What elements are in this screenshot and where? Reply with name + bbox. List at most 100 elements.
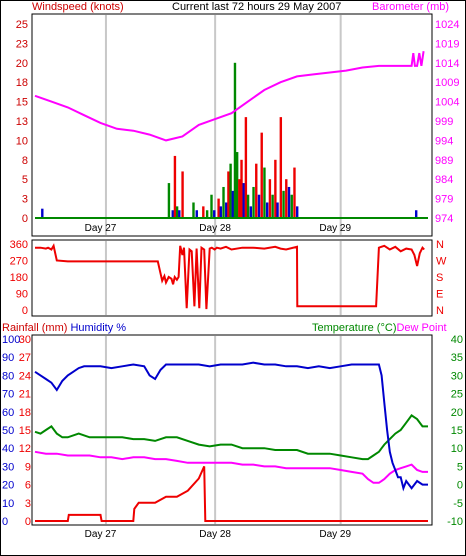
rain-tick-7: 9 <box>25 461 31 473</box>
direction-degree-ticks: 360 270 180 90 0 <box>10 239 28 317</box>
temperature-tick-10: -10 <box>447 516 463 528</box>
temperature-tick-8: 0 <box>457 480 463 492</box>
humidity-tick-6: 40 <box>2 443 14 455</box>
windspeed-tick-10: 10 <box>16 135 28 147</box>
wind-direction-line <box>35 243 425 310</box>
wind-bar-20 <box>233 62 237 218</box>
humidity-tick-1: 90 <box>2 352 14 364</box>
temperature-tick-7: 5 <box>457 461 463 473</box>
humidity-tick-2: 80 <box>2 370 14 382</box>
wind-bar-30 <box>257 194 261 218</box>
dir-compass-tick-1: W <box>436 256 447 268</box>
temperature-tick-3: 25 <box>451 389 463 401</box>
wind-bar-35 <box>271 194 274 218</box>
wind-bar-44 <box>296 206 299 218</box>
dir-degree-tick-1: 270 <box>10 256 28 268</box>
dir-compass-tick-0: N <box>436 239 444 251</box>
wind-bar-36 <box>274 159 277 218</box>
windspeed-tick-8: 8 <box>22 155 28 167</box>
chart-title: Current last 72 hours 29 May 2007 <box>172 1 341 13</box>
rain-tick-4: 18 <box>19 407 31 419</box>
wind-bar-42 <box>290 194 293 218</box>
temp-panel-day-labels: Day 27 Day 28 Day 29 <box>85 529 352 540</box>
wind-bar-24 <box>242 183 245 218</box>
dewpoint-line <box>34 450 428 484</box>
dir-degree-tick-3: 90 <box>16 289 28 301</box>
windspeed-tick-13: 13 <box>16 116 28 128</box>
wind-bar-19 <box>231 190 234 218</box>
humidity-tick-4: 60 <box>2 407 14 419</box>
wind-bar-26 <box>246 194 250 218</box>
barometer-tick-989: 989 <box>435 155 453 167</box>
windspeed-title: Windspeed (knots) <box>32 1 124 13</box>
dewpoint-label: Dew Point <box>396 322 446 334</box>
wind-bar-31 <box>260 132 263 218</box>
dir-degree-tick-0: 360 <box>10 239 28 251</box>
wind-bar-14 <box>219 206 222 218</box>
temperature-tick-4: 20 <box>451 407 463 419</box>
humidity-tick-7: 30 <box>2 461 14 473</box>
rainfall-label: Rainfall (mm) <box>2 322 70 334</box>
wind-bar-22 <box>238 179 241 218</box>
wind-bar-38 <box>279 117 283 218</box>
barometer-tick-1024: 1024 <box>435 19 459 31</box>
wind-bar-39 <box>282 190 285 218</box>
wind-bar-8 <box>195 210 198 218</box>
wind-bar-2 <box>171 210 174 218</box>
dir-compass-tick-4: N <box>436 305 444 317</box>
wind-bar-16 <box>225 202 228 218</box>
windspeed-tick-23: 23 <box>16 38 28 50</box>
barometer-tick-1019: 1019 <box>435 38 459 50</box>
temperature-tick-5: 15 <box>451 425 463 437</box>
temp-day-label-1: Day 28 <box>199 529 231 540</box>
wind-bar-17 <box>227 171 230 218</box>
wind-panel-day-labels: Day 27 Day 28 Day 29 <box>85 223 352 234</box>
wind-bar-3 <box>173 155 177 218</box>
wind-bar-23 <box>240 159 243 218</box>
wind-bar-28 <box>252 186 255 218</box>
windspeed-tick-3: 3 <box>22 194 28 206</box>
temperature-tick-2: 30 <box>451 370 463 382</box>
windspeed-tick-5: 5 <box>22 174 28 186</box>
rain-tick-2: 24 <box>19 370 31 382</box>
humidity-tick-9: 10 <box>2 498 14 510</box>
wind-day-label-0: Day 27 <box>85 223 117 234</box>
temp-humidity-panel: 3027242118151296301009080706050403020100… <box>2 334 463 540</box>
temperature-tick-0: 40 <box>451 334 463 346</box>
wind-bar-29 <box>255 163 258 218</box>
barometer-tick-999: 999 <box>435 116 453 128</box>
rain-tick-1: 27 <box>19 352 31 364</box>
wind-bar-37 <box>276 202 279 218</box>
wind-bar-40 <box>285 179 288 218</box>
direction-panel-frame <box>31 239 433 317</box>
humidity-tick-8: 20 <box>2 480 14 492</box>
wind-bar-18 <box>229 163 232 218</box>
wind-day-label-1: Day 28 <box>199 223 231 234</box>
wind-bar-34 <box>268 179 272 218</box>
temperature-dewpoint-label: Temperature (°C)Dew Point <box>312 322 447 334</box>
dir-degree-tick-2: 180 <box>10 272 28 284</box>
humidity-tick-0: 100 <box>2 334 20 346</box>
rainfall-humidity-label: Rainfall (mm) Humidity % <box>2 322 126 334</box>
wind-bar-32 <box>263 167 266 218</box>
wind-bar-21 <box>235 152 239 218</box>
wind-bar-11 <box>210 194 213 218</box>
rain-tick-0: 30 <box>19 334 31 346</box>
wind-bar-10 <box>205 210 209 218</box>
barometer-tick-984: 984 <box>435 174 453 186</box>
wind-bar-0 <box>41 208 44 218</box>
windspeed-bars <box>41 62 418 218</box>
dir-degree-tick-4: 0 <box>22 305 28 317</box>
wind-bar-5 <box>178 210 181 218</box>
wind-bar-6 <box>181 171 184 218</box>
wind-bar-45 <box>414 210 418 218</box>
temperature-line <box>34 414 428 461</box>
wind-bar-33 <box>265 202 269 218</box>
rain-tick-5: 15 <box>19 425 31 437</box>
temp-day-label-2: Day 29 <box>319 529 351 540</box>
dir-compass-tick-2: S <box>436 272 443 284</box>
humidity-tick-5: 50 <box>2 425 14 437</box>
wind-bar-13 <box>217 198 220 218</box>
